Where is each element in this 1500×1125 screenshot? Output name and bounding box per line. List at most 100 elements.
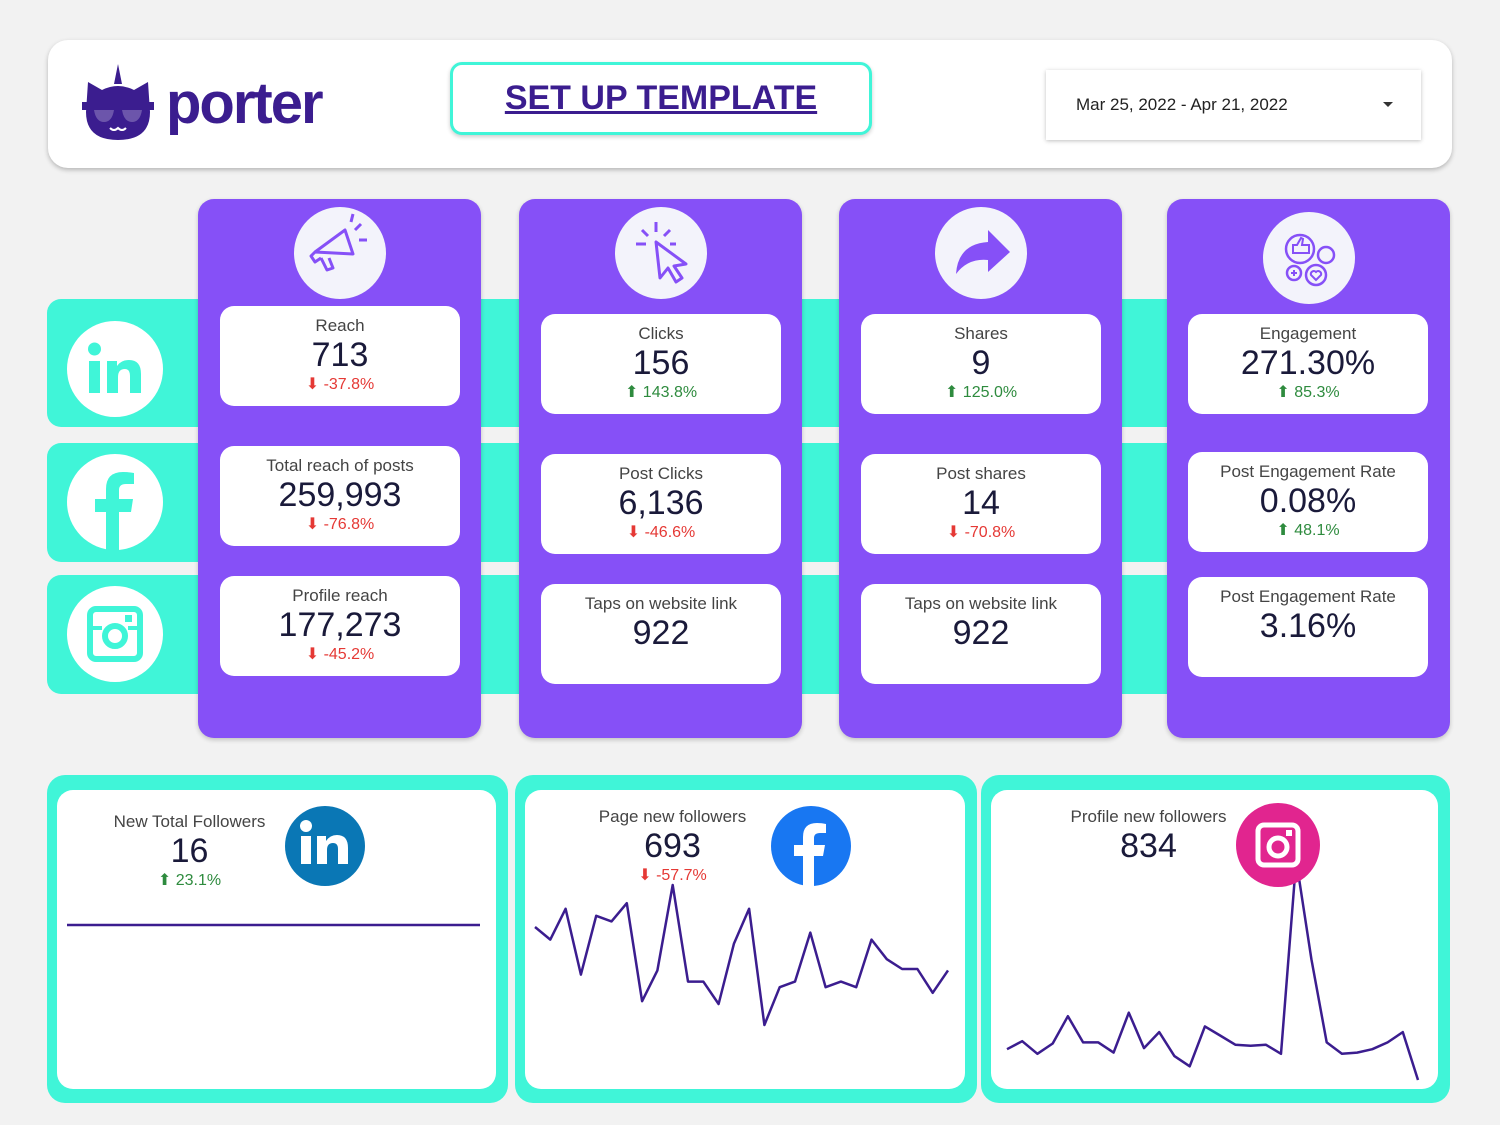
- change-value: 48.1%: [1294, 522, 1340, 539]
- metric-change: ⬇ -76.8%: [220, 514, 460, 534]
- arrow-up-icon: ⬆: [157, 872, 172, 889]
- metric-label: Clicks: [638, 324, 684, 343]
- change-value: -76.8%: [323, 516, 375, 533]
- date-range-dropdown[interactable]: Mar 25, 2022 - Apr 21, 2022: [1046, 70, 1421, 140]
- arrow-down-icon: ⬇: [305, 376, 320, 393]
- arrow-down-icon: ⬇: [305, 516, 320, 533]
- metric-label: Post Engagement Rate: [1220, 462, 1396, 481]
- followers-value: 693: [644, 827, 701, 865]
- metric-value: 259,993: [278, 476, 402, 514]
- share-arrow-icon: [935, 207, 1027, 299]
- engagement-icon: [1263, 212, 1355, 304]
- change-value: -37.8%: [323, 376, 375, 393]
- trend-line: [1006, 858, 1420, 1081]
- metric-card: Shares 9 ⬆ 125.0%: [861, 314, 1101, 414]
- metric-value: 271.30%: [1240, 344, 1376, 382]
- metric-label: Post Clicks: [618, 464, 704, 483]
- linkedin-icon: [67, 321, 163, 417]
- metric-label: Taps on website link: [904, 594, 1058, 613]
- arrow-down-icon: ⬇: [946, 524, 961, 541]
- change-value: -45.2%: [323, 646, 375, 663]
- porter-cat-logo-icon: [82, 64, 154, 140]
- change-value: 85.3%: [1294, 384, 1340, 401]
- change-value: 23.1%: [175, 872, 222, 889]
- metric-label: Reach: [315, 316, 365, 335]
- metric-change: ⬇ -45.2%: [220, 644, 460, 664]
- metric-value: 6,136: [618, 484, 704, 522]
- followers-label: Page new followers: [598, 807, 747, 826]
- metric-value: 9: [971, 344, 991, 382]
- followers-summary: New Total Followers 16 ⬆ 23.1%: [102, 812, 277, 890]
- change-value: -46.6%: [644, 524, 696, 541]
- metric-card: Post Clicks 6,136 ⬇ -46.6%: [541, 454, 781, 554]
- metric-label: Post shares: [936, 464, 1026, 483]
- arrow-down-icon: ⬇: [305, 646, 320, 663]
- change-value: 125.0%: [962, 384, 1018, 401]
- followers-summary: Page new followers 693 ⬇ -57.7%: [585, 807, 760, 885]
- setup-template-button[interactable]: SET UP TEMPLATE: [450, 62, 872, 135]
- metric-change: ⬇ -37.8%: [220, 374, 460, 394]
- metric-card: Taps on website link 922: [861, 584, 1101, 684]
- metric-change: ⬇ -70.8%: [861, 522, 1101, 542]
- arrow-down-icon: ⬇: [626, 524, 641, 541]
- date-range-value: Mar 25, 2022 - Apr 21, 2022: [1076, 95, 1288, 114]
- metric-change: ⬆ 85.3%: [1188, 382, 1428, 402]
- linkedin-icon: [285, 806, 365, 886]
- arrow-up-icon: ⬆: [1276, 522, 1290, 539]
- metric-card: Reach 713 ⬇ -37.8%: [220, 306, 460, 406]
- followers-change: ⬆ 23.1%: [102, 870, 277, 890]
- metric-value: 3.16%: [1259, 607, 1357, 645]
- metric-card: Post shares 14 ⬇ -70.8%: [861, 454, 1101, 554]
- metric-change: ⬆ 125.0%: [861, 382, 1101, 402]
- facebook-followers-panel: Page new followers 693 ⬇ -57.7%: [515, 775, 977, 1103]
- metric-card: Post Engagement Rate 0.08% ⬆ 48.1%: [1188, 452, 1428, 552]
- metric-card: Taps on website link 922: [541, 584, 781, 684]
- followers-trend-chart: [534, 883, 950, 1027]
- arrow-up-icon: ⬆: [944, 384, 959, 401]
- metric-value: 922: [632, 614, 690, 652]
- metric-card: Clicks 156 ⬆ 143.8%: [541, 314, 781, 414]
- metric-label: Post Engagement Rate: [1220, 587, 1396, 606]
- facebook-icon: [771, 806, 851, 886]
- metric-value: 0.08%: [1259, 482, 1357, 520]
- metric-value: 922: [952, 614, 1010, 652]
- brand-name: porter: [166, 71, 324, 136]
- followers-value: 16: [170, 832, 209, 870]
- followers-change: ⬇ -57.7%: [585, 865, 760, 885]
- metric-card: Post Engagement Rate 3.16%: [1188, 577, 1428, 677]
- metric-value: 713: [311, 336, 369, 374]
- chevron-down-icon: [1383, 102, 1393, 107]
- change-value: -57.7%: [656, 867, 707, 884]
- arrow-up-icon: ⬆: [1276, 384, 1290, 401]
- metric-label: Profile reach: [292, 586, 388, 605]
- arrow-down-icon: ⬇: [638, 867, 652, 884]
- metric-value: 14: [962, 484, 1000, 522]
- metric-card: Engagement 271.30% ⬆ 85.3%: [1188, 314, 1428, 414]
- metric-change: ⬇ -46.6%: [541, 522, 781, 542]
- metric-label: Total reach of posts: [266, 456, 414, 475]
- instagram-followers-panel: Profile new followers 834: [981, 775, 1450, 1103]
- facebook-icon: [67, 454, 163, 550]
- linkedin-followers-panel: New Total Followers 16 ⬆ 23.1%: [47, 775, 508, 1103]
- followers-summary: Profile new followers 834: [1061, 807, 1236, 865]
- followers-label: New Total Followers: [113, 812, 266, 831]
- instagram-icon: [1236, 803, 1320, 887]
- metric-card: Profile reach 177,273 ⬇ -45.2%: [220, 576, 460, 676]
- metric-value: 156: [632, 344, 690, 382]
- metric-label: Shares: [954, 324, 1008, 343]
- metric-label: Taps on website link: [584, 594, 738, 613]
- megaphone-icon: [294, 207, 386, 299]
- metric-label: Engagement: [1259, 324, 1357, 343]
- trend-line: [534, 883, 950, 1027]
- followers-label: Profile new followers: [1070, 807, 1227, 826]
- metric-change: ⬆ 48.1%: [1188, 520, 1428, 540]
- change-value: 143.8%: [642, 384, 698, 401]
- followers-value: 834: [1120, 827, 1177, 865]
- followers-trend-chart: [1006, 858, 1420, 1081]
- arrow-up-icon: ⬆: [624, 384, 639, 401]
- cursor-click-icon: [615, 207, 707, 299]
- metric-card: Total reach of posts 259,993 ⬇ -76.8%: [220, 446, 460, 546]
- metric-value: 177,273: [278, 606, 402, 644]
- metric-change: ⬆ 143.8%: [541, 382, 781, 402]
- change-value: -70.8%: [964, 524, 1016, 541]
